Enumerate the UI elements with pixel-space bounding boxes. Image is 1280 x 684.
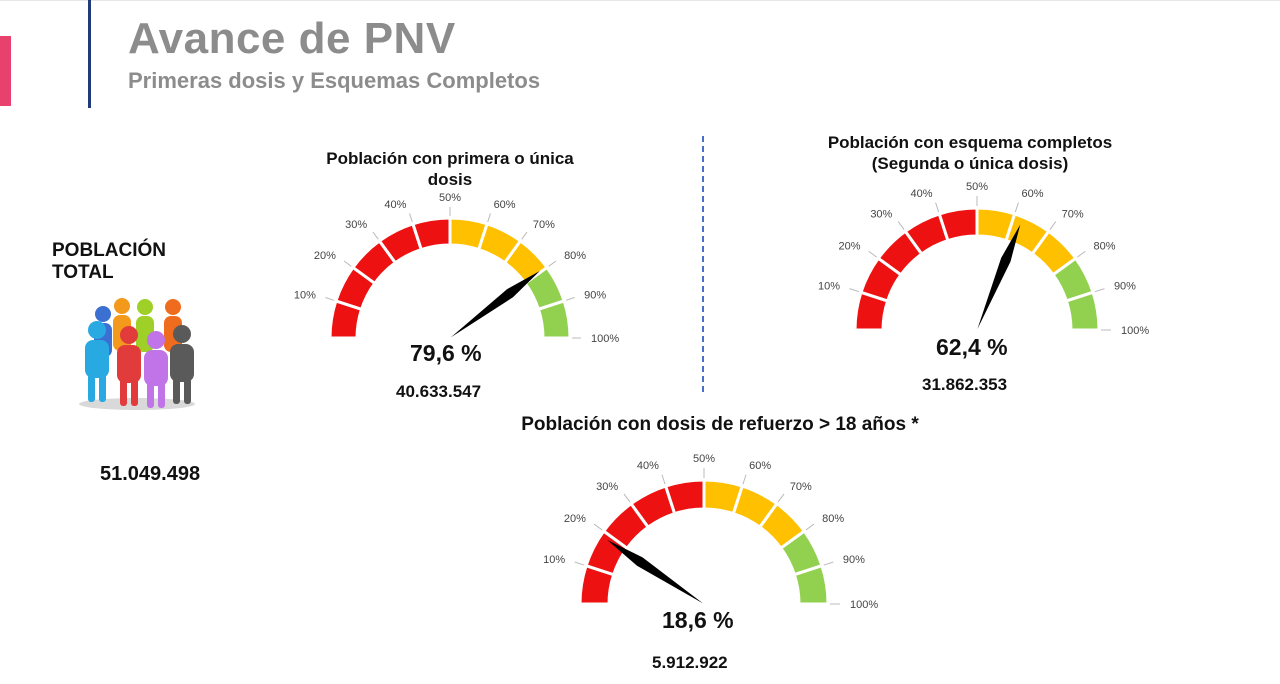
gauge-3: 10% 20% 30% 40% 50% 60% 70% 80% 90% 100% <box>543 453 878 611</box>
tick-leader <box>487 213 491 223</box>
tick-label: 90% <box>1114 281 1136 293</box>
gauge-segment <box>792 563 830 606</box>
page-subtitle: Primeras dosis y Esquemas Completos <box>128 68 541 93</box>
tick-leader <box>565 297 575 301</box>
tick-label: 20% <box>564 513 586 525</box>
tick-leader <box>325 297 335 301</box>
gauge-value-refuerzo: 18,6 % <box>662 607 734 633</box>
gauge-value-esquema-completo: 62,4 % <box>936 334 1008 360</box>
tick-leader <box>897 221 905 230</box>
gauge-segment <box>937 206 979 243</box>
tick-label: 10% <box>818 281 840 293</box>
gauge-title-line: (Segunda o única dosis) <box>871 154 1069 173</box>
tick-leader <box>1049 221 1057 230</box>
gauge-segment <box>663 478 706 516</box>
page-title: Avance de PNV <box>128 14 456 63</box>
title-rule <box>88 0 91 108</box>
gauge-segment <box>536 299 572 340</box>
tick-label: 80% <box>822 513 844 525</box>
tick-label: 40% <box>384 199 406 211</box>
tick-leader <box>742 474 747 485</box>
tick-leader <box>777 493 785 503</box>
tick-label: 10% <box>294 289 316 301</box>
tick-label: 50% <box>439 192 461 204</box>
gauge-needle <box>977 224 1021 330</box>
accent-tab <box>0 36 11 106</box>
tick-label: 50% <box>693 453 715 465</box>
tick-label: 30% <box>345 219 367 231</box>
tick-label: 40% <box>910 188 932 200</box>
tick-leader <box>868 250 877 258</box>
tick-leader <box>805 523 815 531</box>
tick-leader <box>1014 202 1019 213</box>
gauge-title-line: Población con esquema completos <box>827 133 1113 152</box>
tick-label: 20% <box>838 240 860 252</box>
gauge-needle <box>450 271 540 338</box>
poblacion-total-label: POBLACIÓN TOTAL <box>52 240 166 283</box>
gauge-value-primera-dosis: 79,6 % <box>410 340 482 366</box>
gauge-title-refuerzo: Población con dosis de refuerzo > 18 año… <box>521 414 919 435</box>
tick-leader <box>935 202 940 213</box>
tick-label: 20% <box>314 250 336 262</box>
tick-leader <box>372 231 379 240</box>
gauge-segment <box>411 216 452 252</box>
gauge-count-refuerzo: 5.912.922 <box>652 653 728 672</box>
tick-label: 70% <box>1062 209 1084 221</box>
tick-label: 80% <box>1093 240 1115 252</box>
tick-label: 10% <box>543 554 565 566</box>
gauge-1: 10% 20% 30% 40% 50% 60% 70% 80% 90% 100% <box>294 192 619 345</box>
gauge-2: 10% 20% 30% 40% 50% 60% 70% 80% 90% 100% <box>818 181 1149 337</box>
tick-leader <box>409 213 413 223</box>
gauge-count-primera-dosis: 40.633.547 <box>396 382 482 401</box>
tick-label: 80% <box>564 250 586 262</box>
tick-leader <box>593 523 603 531</box>
tick-label: 100% <box>850 599 878 611</box>
tick-label: 40% <box>637 460 659 472</box>
tick-leader <box>521 231 528 240</box>
tick-leader <box>623 493 631 503</box>
tick-label: 100% <box>1121 325 1149 337</box>
tick-label: 60% <box>1021 188 1043 200</box>
tick-leader <box>343 260 352 267</box>
gauge-title-esquema-completo: Población con esquema completos (Segunda… <box>800 132 1140 174</box>
tick-label: 60% <box>494 199 516 211</box>
tick-label: 100% <box>591 333 619 345</box>
tick-label: 50% <box>966 181 988 193</box>
tick-leader <box>849 288 860 293</box>
tick-leader <box>1094 288 1105 293</box>
tick-leader <box>661 474 666 485</box>
tick-label: 70% <box>790 481 812 493</box>
tick-leader <box>548 260 557 267</box>
top-border <box>0 0 1280 1</box>
tick-label: 70% <box>533 219 555 231</box>
gauge-needle <box>607 540 704 604</box>
poblacion-total-value: 51.049.498 <box>100 463 201 485</box>
tick-leader <box>574 561 585 566</box>
tick-leader <box>1077 250 1086 258</box>
tick-label: 30% <box>596 481 618 493</box>
tick-label: 90% <box>843 554 865 566</box>
gauge-segment <box>1064 290 1101 332</box>
tick-label: 60% <box>749 460 771 472</box>
section-divider <box>702 136 704 392</box>
gauge-title-primera-dosis: Población con primera o única dosis <box>326 149 574 189</box>
gauge-count-esquema-completo: 31.862.353 <box>922 375 1008 394</box>
people-group-icon <box>75 292 205 419</box>
tick-label: 90% <box>584 289 606 301</box>
tick-label: 30% <box>870 209 892 221</box>
tick-leader <box>823 561 834 566</box>
